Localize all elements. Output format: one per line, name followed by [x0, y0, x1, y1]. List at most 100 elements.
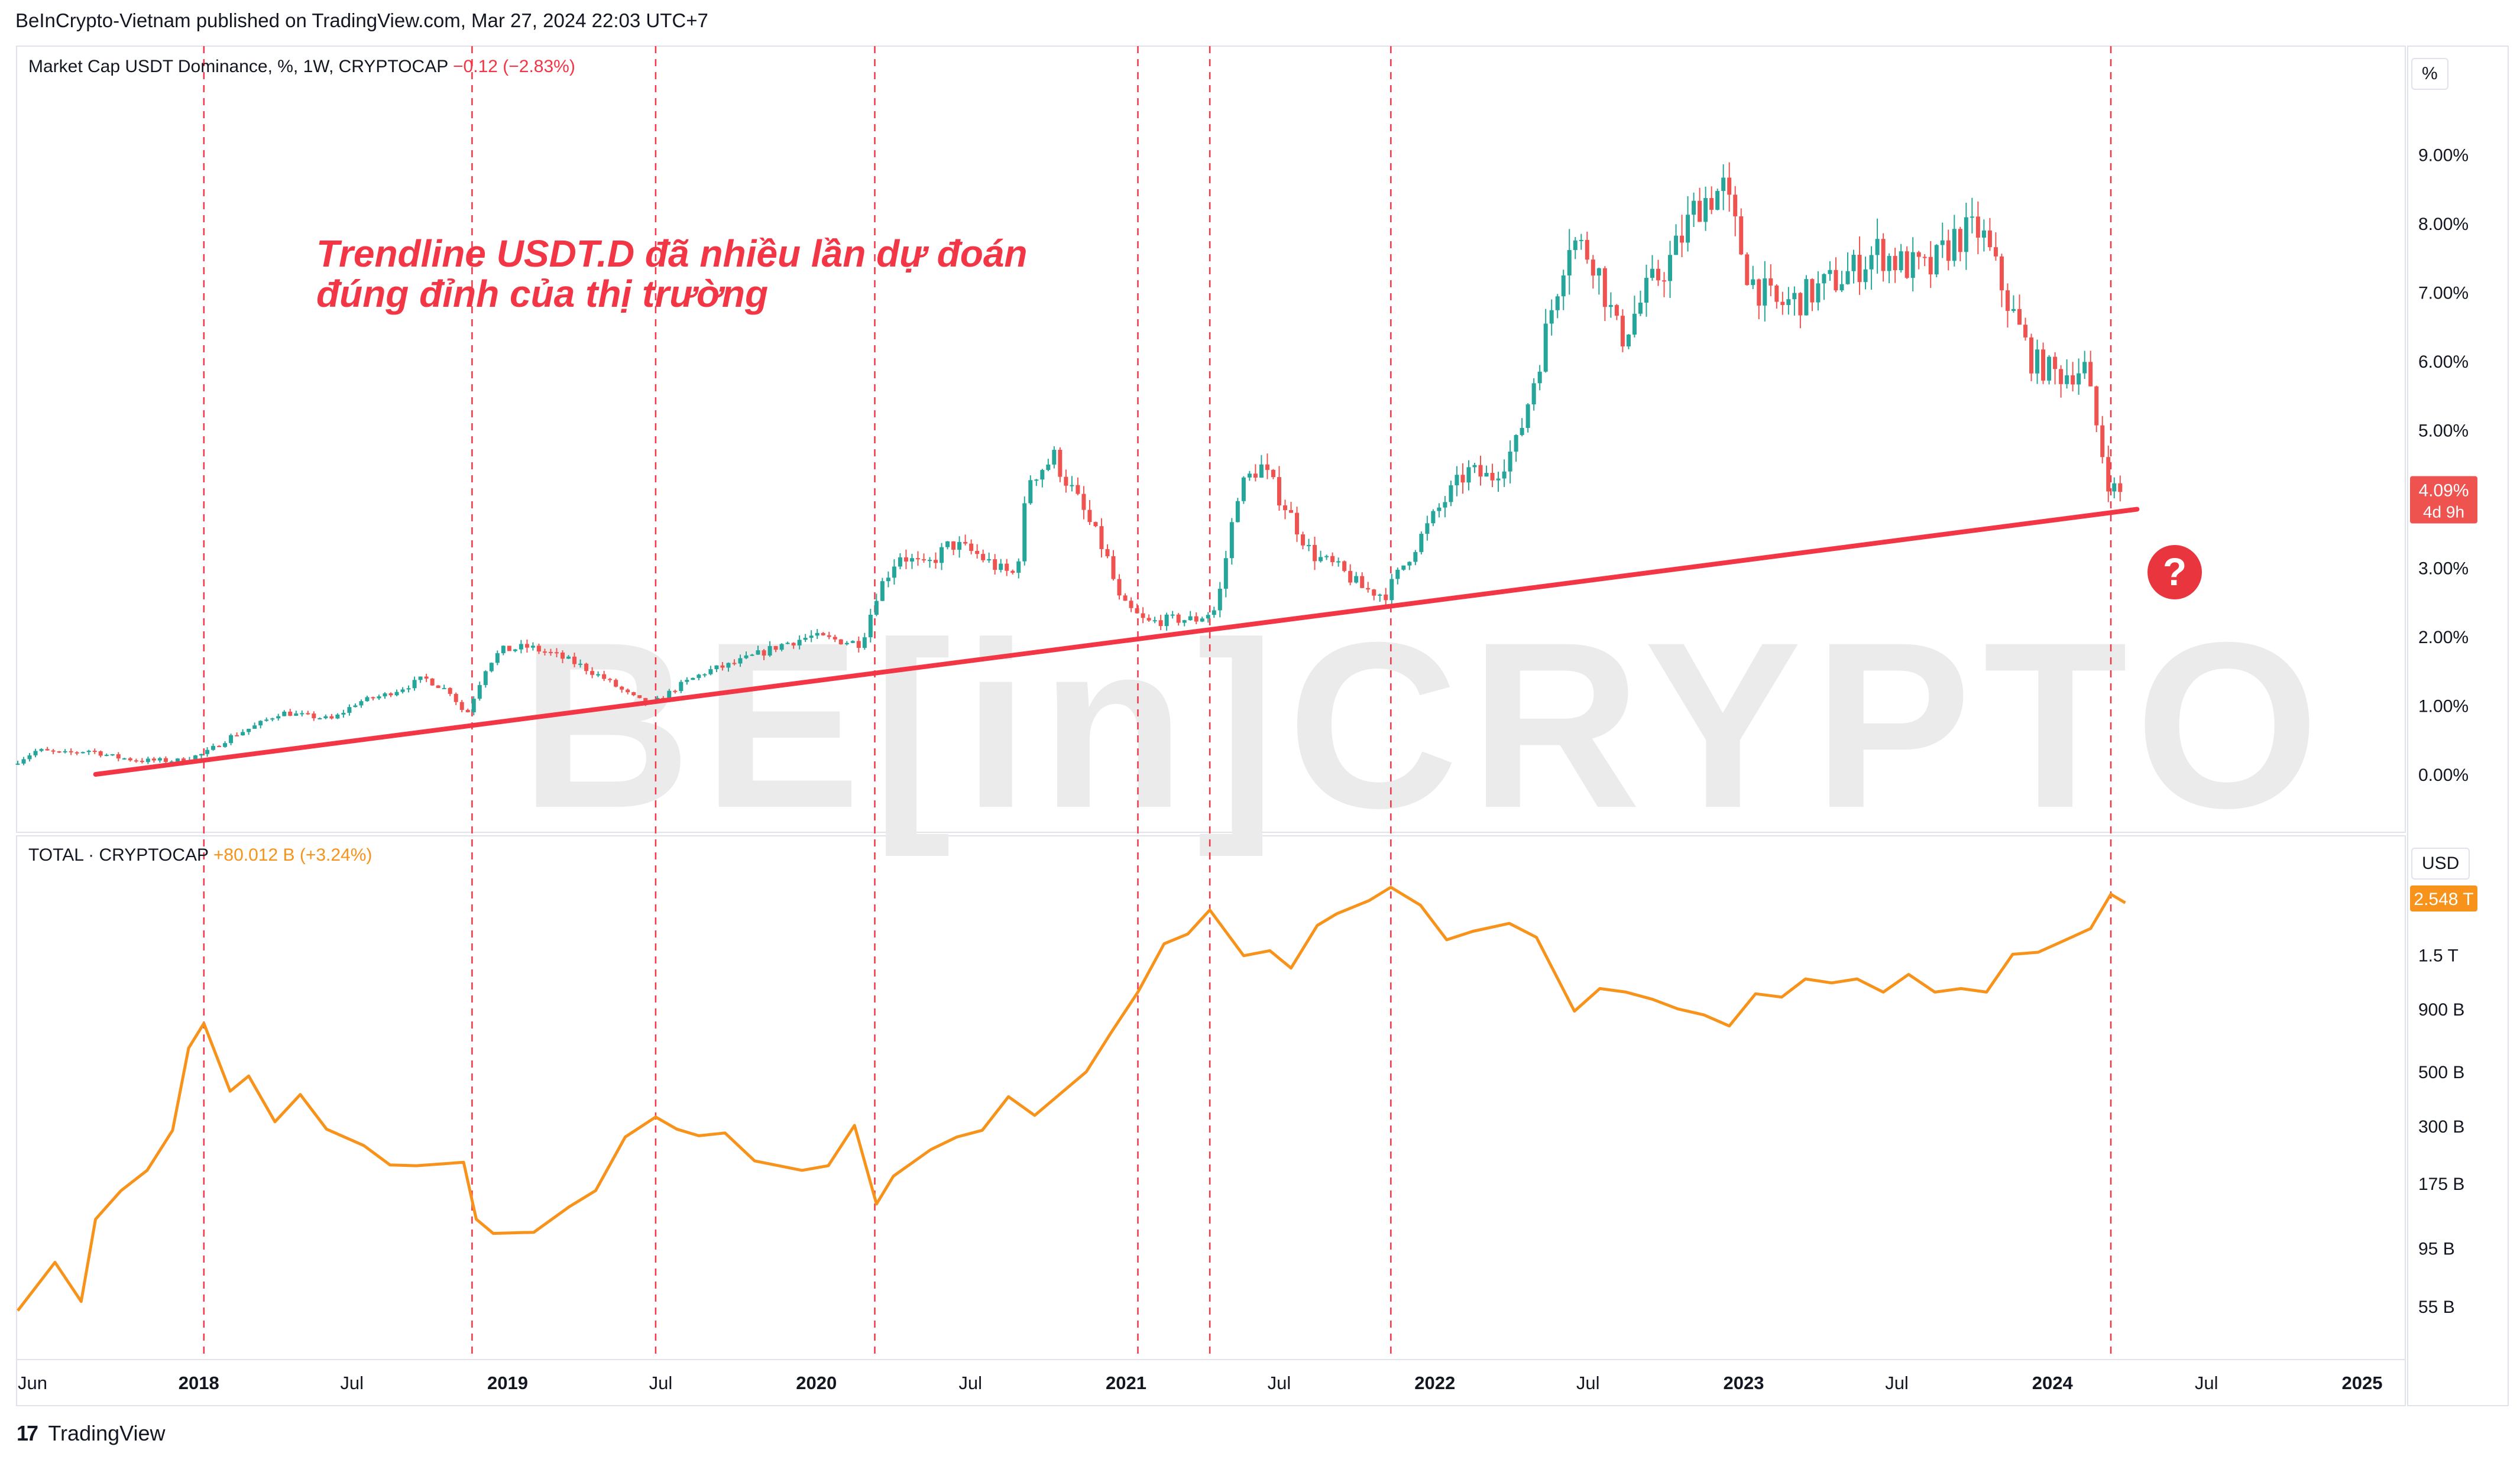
- candle-body: [110, 754, 115, 755]
- candle-body: [999, 563, 1003, 570]
- candle-body: [1384, 594, 1388, 601]
- candle-body: [1129, 601, 1133, 608]
- candle-body: [1692, 200, 1696, 215]
- candle-body: [211, 745, 216, 750]
- bottom-last-price-label: 2.548 T: [2414, 890, 2473, 909]
- candle-body: [477, 685, 482, 699]
- candle-body: [134, 760, 138, 762]
- candle-body: [1940, 240, 1945, 245]
- candle-body: [2082, 362, 2087, 374]
- candle-body: [312, 713, 316, 719]
- candle-body: [495, 653, 500, 663]
- candle-body: [501, 645, 506, 654]
- candle-body: [762, 650, 766, 656]
- candle-body: [306, 713, 310, 715]
- candle-body: [1282, 505, 1287, 510]
- candle-body: [1596, 268, 1601, 276]
- candle-body: [1200, 618, 1204, 622]
- candle-body: [1478, 465, 1483, 477]
- candle-body: [856, 641, 861, 648]
- top-y-tick-label: 1.00%: [2418, 697, 2469, 716]
- candle-body: [850, 641, 855, 643]
- candle-body: [1537, 371, 1542, 384]
- candle-body: [1875, 239, 1880, 255]
- candle-body: [1265, 464, 1269, 470]
- candle-body: [1869, 255, 1874, 270]
- candle-body: [98, 751, 103, 756]
- candle-body: [1620, 316, 1625, 347]
- candle-body: [1170, 614, 1175, 616]
- candle-body: [1064, 476, 1068, 486]
- candle-body: [359, 701, 364, 706]
- candle-body: [2112, 483, 2117, 492]
- candle-body: [471, 699, 476, 712]
- candle-body: [1999, 256, 2004, 291]
- candle-body: [773, 645, 778, 650]
- candle-body: [1241, 477, 1246, 501]
- candle-body: [1490, 473, 1495, 481]
- candle-body: [1313, 544, 1317, 562]
- candle-body: [1105, 549, 1110, 556]
- candle-body: [252, 725, 257, 729]
- bottom-pane-legend[interactable]: TOTAL · CRYPTOCAP +80.012 B (+3.24%): [28, 845, 372, 865]
- candle-body: [507, 645, 511, 651]
- candle-body: [987, 559, 992, 561]
- footer-brand[interactable]: 17 TradingView: [17, 1421, 166, 1446]
- candle-body: [436, 685, 440, 688]
- candle-body: [323, 716, 328, 718]
- candle-body: [963, 541, 968, 544]
- axis-labels: 9.00%8.00%7.00%6.00%5.00%4.00%3.00%2.00%…: [18, 146, 2477, 1393]
- candle-body: [1058, 449, 1063, 477]
- candle-body: [465, 709, 470, 712]
- candlestick-series: [15, 162, 2123, 765]
- x-tick-label: 2020: [796, 1373, 837, 1393]
- candle-body: [1845, 271, 1850, 284]
- top-legend-change: −0.12 (−2.83%): [453, 57, 575, 76]
- candle-body: [1934, 245, 1939, 275]
- candle-body: [1638, 303, 1643, 314]
- candle-body: [418, 676, 423, 680]
- candle-body: [1981, 230, 1986, 238]
- candle-body: [45, 749, 50, 751]
- candle-body: [1342, 561, 1347, 571]
- candle-body: [1514, 434, 1518, 452]
- top-unit-button[interactable]: %: [2411, 58, 2448, 90]
- candle-body: [530, 645, 535, 648]
- candle-body: [815, 632, 820, 636]
- trendline-annotation: Trendline USDT.D đã nhiều lần dự đoán đú…: [316, 233, 1028, 314]
- candle-body: [1555, 296, 1560, 310]
- candle-body: [957, 541, 962, 550]
- candle-body: [235, 735, 239, 737]
- bottom-unit-button[interactable]: USD: [2411, 848, 2470, 880]
- candle-body: [1970, 216, 1974, 218]
- candle-body: [1668, 255, 1673, 281]
- candle-body: [430, 678, 435, 686]
- candle-body: [39, 749, 44, 751]
- candle-body: [15, 763, 20, 765]
- candle-body: [572, 656, 577, 664]
- candle-body: [608, 679, 613, 680]
- total-market-cap-line: [17, 885, 2126, 1312]
- candle-body: [1508, 451, 1512, 472]
- candle-body: [1680, 235, 1685, 243]
- candle-body: [1632, 313, 1637, 335]
- candle-body: [2029, 337, 2034, 374]
- candle-body: [809, 635, 814, 638]
- total-line-series: [17, 885, 2126, 1312]
- candle-body: [1425, 523, 1430, 534]
- candle-body: [536, 645, 541, 652]
- candle-body: [2071, 375, 2075, 385]
- candle-body: [1443, 502, 1447, 508]
- candle-body: [2077, 373, 2081, 385]
- candle-body: [915, 558, 920, 560]
- candle-body: [1176, 614, 1181, 623]
- candle-body: [1893, 256, 1897, 271]
- candle-body: [1076, 485, 1080, 494]
- top-pane-legend[interactable]: Market Cap USDT Dominance, %, 1W, CRYPTO…: [28, 57, 575, 77]
- candle-body: [1152, 620, 1157, 622]
- x-tick-label: 2024: [2032, 1373, 2074, 1393]
- candle-body: [1437, 507, 1442, 511]
- candle-body: [1863, 269, 1868, 283]
